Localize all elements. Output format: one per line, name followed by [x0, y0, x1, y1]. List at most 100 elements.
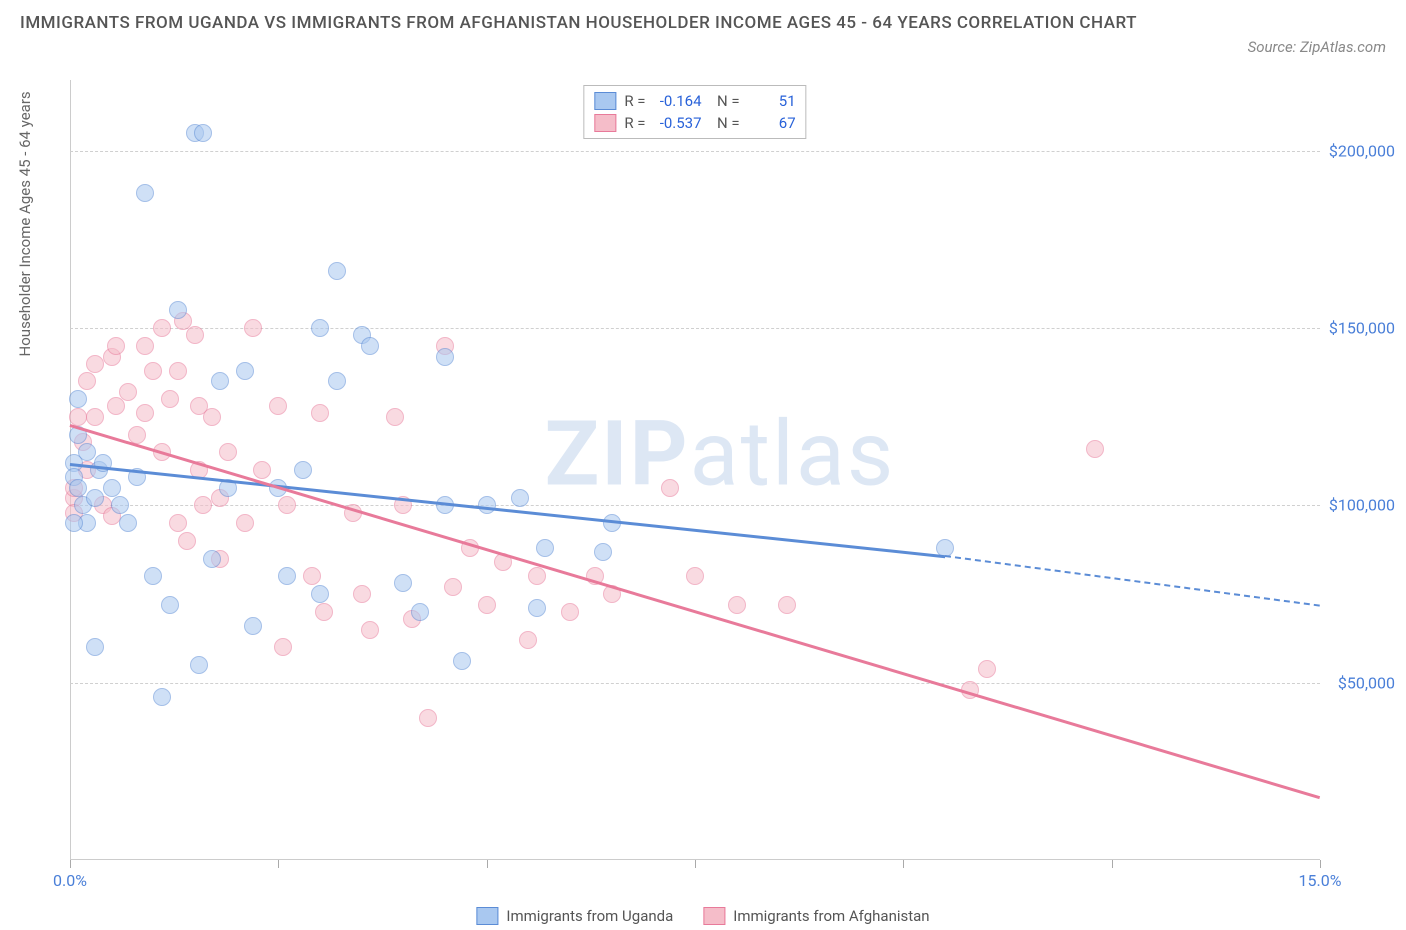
scatter-point: [236, 514, 254, 532]
legend-series-item: Immigrants from Uganda: [476, 907, 673, 925]
scatter-point: [69, 390, 87, 408]
scatter-point: [169, 362, 187, 380]
scatter-point: [511, 489, 529, 507]
legend-n: N = 51: [710, 92, 796, 110]
legend-r: R = -0.164: [624, 92, 701, 110]
scatter-point: [561, 603, 579, 621]
scatter-point: [144, 567, 162, 585]
x-tick: [70, 860, 71, 868]
scatter-point: [169, 514, 187, 532]
scatter-point: [978, 660, 996, 678]
scatter-point: [236, 362, 254, 380]
scatter-point: [136, 404, 154, 422]
scatter-point: [661, 479, 679, 497]
scatter-point: [328, 372, 346, 390]
legend-swatch: [594, 114, 616, 132]
scatter-point: [86, 489, 104, 507]
source-attribution: Source: ZipAtlas.com: [1248, 38, 1386, 56]
scatter-point: [161, 390, 179, 408]
legend-stats-row: R = -0.164 N = 51: [594, 90, 795, 112]
gridline: [70, 505, 1320, 506]
legend-stats: R = -0.164 N = 51R = -0.537 N = 67: [583, 85, 806, 139]
scatter-point: [211, 372, 229, 390]
scatter-point: [190, 656, 208, 674]
scatter-point: [111, 496, 129, 514]
scatter-point: [203, 408, 221, 426]
trend-line: [70, 424, 1321, 799]
x-tick: [1112, 860, 1113, 868]
scatter-point: [353, 585, 371, 603]
scatter-point: [778, 596, 796, 614]
scatter-point: [311, 404, 329, 422]
scatter-point: [528, 567, 546, 585]
scatter-point: [219, 443, 237, 461]
scatter-point: [478, 596, 496, 614]
scatter-point: [411, 603, 429, 621]
x-tick-label: 0.0%: [53, 871, 87, 890]
scatter-point: [128, 426, 146, 444]
x-tick: [1320, 860, 1321, 868]
scatter-point: [519, 631, 537, 649]
scatter-point: [86, 638, 104, 656]
scatter-point: [536, 539, 554, 557]
legend-series-item: Immigrants from Afghanistan: [703, 907, 929, 925]
scatter-point: [65, 514, 83, 532]
legend-series-label: Immigrants from Afghanistan: [733, 907, 929, 925]
scatter-point: [453, 652, 471, 670]
scatter-point: [686, 567, 704, 585]
scatter-point: [278, 496, 296, 514]
scatter-point: [107, 337, 125, 355]
scatter-point: [594, 543, 612, 561]
scatter-point: [103, 479, 121, 497]
scatter-point: [144, 362, 162, 380]
scatter-point: [244, 617, 262, 635]
scatter-point: [294, 461, 312, 479]
legend-series-label: Immigrants from Uganda: [506, 907, 673, 925]
scatter-point: [328, 262, 346, 280]
trend-line-dashed: [945, 555, 1320, 607]
watermark: ZIPatlas: [545, 402, 896, 507]
x-tick: [903, 860, 904, 868]
scatter-point: [69, 479, 87, 497]
legend-swatch: [476, 907, 498, 925]
scatter-point: [728, 596, 746, 614]
scatter-point: [528, 599, 546, 617]
legend-swatch: [594, 92, 616, 110]
y-tick-label: $100,000: [1329, 496, 1395, 515]
scatter-point: [1086, 440, 1104, 458]
legend-stats-row: R = -0.537 N = 67: [594, 112, 795, 134]
scatter-point: [315, 603, 333, 621]
scatter-point: [361, 337, 379, 355]
scatter-point: [278, 567, 296, 585]
x-tick: [278, 860, 279, 868]
scatter-point: [394, 574, 412, 592]
scatter-point: [86, 408, 104, 426]
scatter-point: [253, 461, 271, 479]
legend-series: Immigrants from Uganda Immigrants from Af…: [476, 907, 929, 925]
scatter-point: [194, 496, 212, 514]
scatter-point: [69, 408, 87, 426]
watermark-light: atlas: [690, 402, 896, 507]
scatter-point: [136, 184, 154, 202]
y-axis-label: Householder Income Ages 45 - 64 years: [16, 91, 34, 356]
scatter-point: [161, 596, 179, 614]
scatter-point: [361, 621, 379, 639]
scatter-point: [419, 709, 437, 727]
scatter-point: [194, 124, 212, 142]
scatter-point: [311, 585, 329, 603]
scatter-point: [311, 319, 329, 337]
gridline: [70, 683, 1320, 684]
scatter-point: [78, 443, 96, 461]
legend-r: R = -0.537: [624, 114, 701, 132]
x-tick: [487, 860, 488, 868]
scatter-point: [153, 688, 171, 706]
scatter-point: [119, 514, 137, 532]
scatter-point: [269, 397, 287, 415]
scatter-point: [136, 337, 154, 355]
scatter-point: [203, 550, 221, 568]
scatter-point: [78, 372, 96, 390]
y-tick-label: $150,000: [1329, 319, 1395, 338]
scatter-point: [444, 578, 462, 596]
scatter-point: [107, 397, 125, 415]
scatter-point: [186, 326, 204, 344]
